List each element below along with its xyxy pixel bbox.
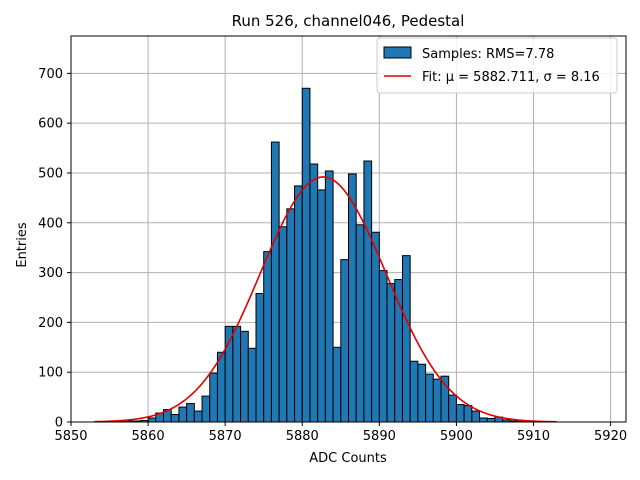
histogram-bar — [263, 251, 272, 423]
y-tick-label: 0 — [55, 416, 63, 431]
histogram-bar — [432, 378, 442, 423]
legend-label-fit: Fit: μ = 5882.711, σ = 8.16 — [422, 70, 600, 85]
histogram-bar — [270, 141, 280, 423]
histogram-bar — [471, 410, 481, 423]
histogram-bar — [355, 224, 365, 423]
histogram-bar — [479, 417, 488, 423]
histogram-bar — [463, 405, 473, 423]
histogram-bar — [209, 372, 218, 423]
histogram-bar — [486, 418, 496, 423]
legend-label-samples: Samples: RMS=7.78 — [422, 47, 554, 62]
histogram-bar — [201, 395, 211, 423]
histogram-bar — [170, 414, 180, 423]
histogram-bar — [216, 351, 226, 423]
histogram-bars — [116, 87, 535, 423]
histogram-bar — [448, 394, 457, 423]
y-tick-label: 200 — [38, 316, 63, 331]
histogram-bar — [309, 163, 319, 423]
x-tick-label: 5900 — [440, 429, 473, 444]
y-axis-ticks: 0 100 200 300 400 500 600 700 — [38, 67, 71, 431]
histogram-bar — [332, 346, 342, 423]
histogram-bar — [363, 160, 373, 423]
histogram-bar — [178, 406, 188, 423]
histogram-bar — [409, 360, 419, 423]
histogram-bar — [348, 173, 357, 423]
y-axis-label: Entries — [15, 222, 30, 268]
x-tick-label: 5850 — [54, 429, 87, 444]
legend-box — [376, 37, 618, 94]
histogram-bar — [286, 208, 296, 423]
histogram-bar — [278, 226, 288, 423]
x-tick-label: 5920 — [594, 429, 627, 444]
histogram-bar — [240, 330, 249, 423]
plot-frame — [70, 35, 627, 423]
histogram-bar — [455, 404, 465, 423]
histogram-bar — [440, 375, 450, 423]
histogram-bar — [324, 170, 334, 423]
legend: Samples: RMS=7.78 Fit: μ = 5882.711, σ =… — [376, 37, 618, 94]
histogram-bar — [193, 410, 203, 423]
histogram-bar — [247, 347, 257, 423]
x-axis-ticks: 5850 5860 5870 5880 5890 5900 5910 5920 — [54, 422, 627, 444]
histogram-bar — [147, 417, 157, 423]
histogram-bar — [386, 283, 396, 423]
y-tick-label: 100 — [38, 366, 63, 381]
x-tick-label: 5880 — [286, 429, 319, 444]
legend-bar-swatch — [383, 46, 412, 59]
y-tick-label: 500 — [38, 166, 63, 181]
histogram-bar — [301, 87, 311, 423]
x-tick-label: 5910 — [517, 429, 550, 444]
y-tick-label: 600 — [38, 117, 63, 132]
x-tick-label: 5890 — [363, 429, 396, 444]
x-tick-label: 5860 — [132, 429, 165, 444]
y-tick-label: 300 — [38, 266, 63, 281]
histogram-bar — [425, 373, 434, 423]
y-tick-label: 700 — [38, 67, 63, 82]
histogram-bar — [294, 185, 303, 423]
histogram-bar — [401, 255, 411, 423]
histogram-bar — [378, 270, 388, 423]
histogram-bar — [340, 259, 349, 423]
x-axis-label: ADC Counts — [309, 451, 387, 466]
histogram-bar — [186, 403, 195, 423]
histogram-bar — [317, 189, 326, 423]
y-tick-label: 400 — [38, 216, 63, 231]
chart-title: Run 526, channel046, Pedestal — [232, 12, 465, 30]
x-tick-label: 5870 — [209, 429, 242, 444]
fit-curve — [94, 176, 557, 423]
histogram-bar — [232, 325, 242, 423]
histogram-bar — [371, 231, 380, 423]
histogram-bar — [255, 292, 265, 423]
histogram-bar — [417, 363, 427, 423]
